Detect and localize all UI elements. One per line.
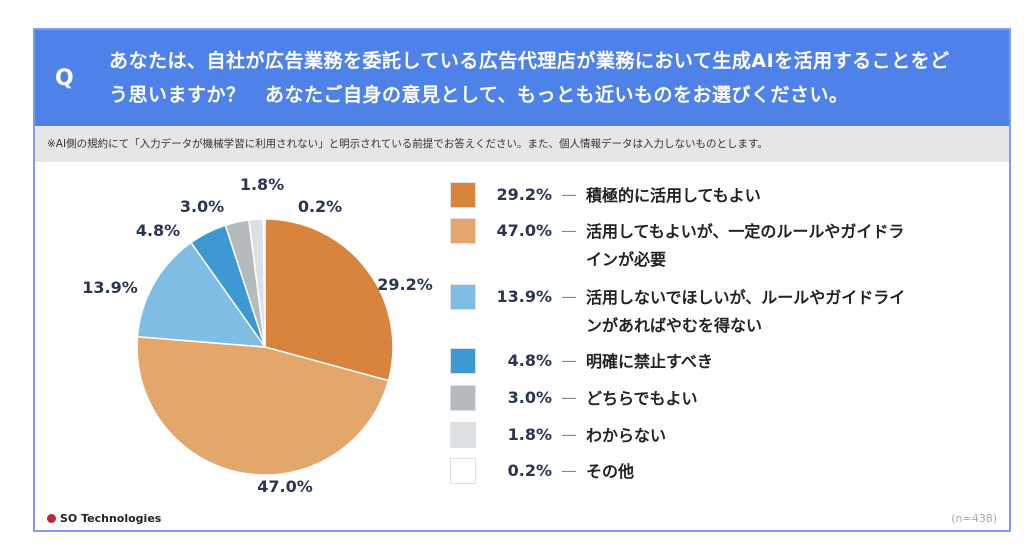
legend-value: 1.8% <box>507 425 552 444</box>
legend-label: 明確に禁止すべき <box>586 352 713 371</box>
legend-swatch <box>450 284 476 310</box>
legend-dash: — <box>561 461 577 480</box>
legend-swatch <box>450 348 476 374</box>
legend-dash: — <box>561 287 577 306</box>
legend-label: 活用しないでほしいが、ルールやガイドラインがあればやむを得ない <box>586 288 906 335</box>
note: ※AI側の規約にて「入力データが機械学習に利用されない」と明示されている前提でお… <box>35 126 1009 162</box>
pie-slice <box>136 241 267 348</box>
pie-slice <box>136 335 390 476</box>
question-header: Q あなたは、自社が広告業務を委託している広告代理店が業務において生成AIを活用… <box>35 30 1009 126</box>
pie-slice <box>264 218 394 382</box>
sample-size: (n=438) <box>951 512 997 525</box>
legend-value: 0.2% <box>507 461 552 480</box>
slice-label: 1.8% <box>240 175 284 194</box>
legend-swatch <box>450 385 476 411</box>
legend-dash: — <box>561 388 577 407</box>
legend-value: 13.9% <box>496 287 552 306</box>
pie-slice <box>262 218 266 348</box>
slice-label: 29.2% <box>377 275 433 294</box>
legend-swatch <box>450 218 476 244</box>
legend-item: 0.2% — その他 <box>450 458 916 486</box>
legend-value: 47.0% <box>496 221 552 240</box>
slice-label: 4.8% <box>136 221 180 240</box>
legend-dash: — <box>561 425 577 444</box>
legend-swatch <box>450 422 476 448</box>
legend-value: 4.8% <box>507 351 552 370</box>
legend-swatch <box>450 182 476 208</box>
slice-label: 3.0% <box>180 197 224 216</box>
legend-label: 積極的に活用してもよい <box>586 186 761 205</box>
brand-logo: SO Technologies <box>47 512 161 525</box>
legend-item: 13.9% — 活用しないでほしいが、ルールやガイドラインがあればやむを得ない <box>450 284 916 340</box>
legend-label: その他 <box>586 462 635 481</box>
legend-label: 活用してもよいが、一定のルールやガイドラインが必要 <box>586 222 905 269</box>
legend-item: 4.8% — 明確に禁止すべき <box>450 348 916 376</box>
legend-item: 3.0% — どちらでもよい <box>450 385 916 413</box>
legend-value: 3.0% <box>507 388 552 407</box>
legend-item: 1.8% — わからない <box>450 422 916 450</box>
legend-label: わからない <box>586 426 667 445</box>
q-mark: Q <box>55 66 74 91</box>
legend-dash: — <box>561 185 577 204</box>
slice-label: 13.9% <box>82 278 138 297</box>
slice-label: 47.0% <box>257 477 313 496</box>
legend-value: 29.2% <box>496 185 552 204</box>
legend-dash: — <box>561 221 577 240</box>
brand-dot-icon <box>47 514 56 523</box>
legend-dash: — <box>561 351 577 370</box>
legend-item: 29.2% — 積極的に活用してもよい <box>450 182 916 210</box>
brand-name: SO Technologies <box>60 512 162 525</box>
legend-label: どちらでもよい <box>586 389 698 408</box>
legend-item: 47.0% — 活用してもよいが、一定のルールやガイドラインが必要 <box>450 218 916 274</box>
legend-swatch <box>450 458 476 484</box>
question-text: あなたは、自社が広告業務を委託している広告代理店が業務において生成AIを活用する… <box>109 50 950 106</box>
slice-label: 0.2% <box>298 197 342 216</box>
